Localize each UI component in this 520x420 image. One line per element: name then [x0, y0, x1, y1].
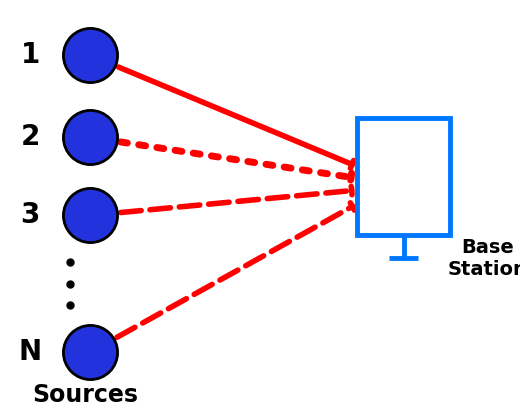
- Text: N: N: [19, 338, 42, 366]
- Point: [86, 52, 95, 59]
- Text: Base
Station: Base Station: [447, 238, 520, 279]
- Bar: [357, 118, 450, 235]
- Text: 3: 3: [21, 202, 40, 229]
- Point: [86, 212, 95, 219]
- Text: Sources: Sources: [32, 383, 138, 407]
- Text: 2: 2: [21, 123, 40, 151]
- Text: 1: 1: [21, 41, 40, 69]
- Point: [86, 134, 95, 141]
- Point: [86, 349, 95, 355]
